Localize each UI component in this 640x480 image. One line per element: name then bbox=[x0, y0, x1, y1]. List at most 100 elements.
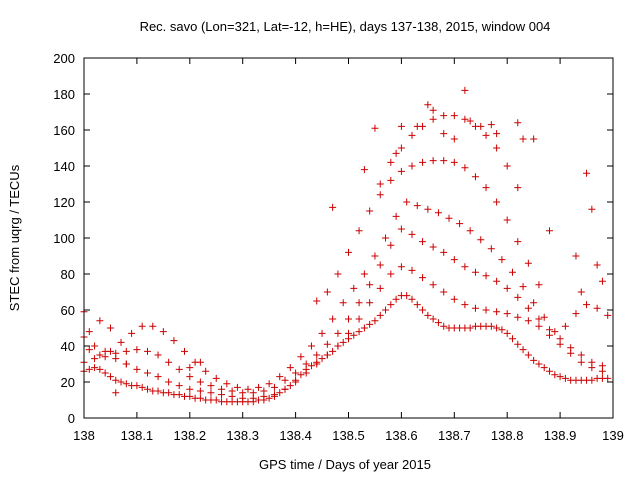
data-point bbox=[196, 378, 204, 386]
data-point bbox=[466, 117, 474, 125]
data-point bbox=[133, 365, 141, 373]
data-point bbox=[207, 389, 215, 397]
data-point bbox=[424, 205, 432, 213]
data-point bbox=[85, 328, 93, 336]
y-tick-label: 180 bbox=[53, 87, 75, 102]
data-point bbox=[551, 371, 559, 379]
data-point bbox=[429, 115, 437, 123]
data-point bbox=[434, 319, 442, 327]
data-point bbox=[561, 374, 569, 382]
data-point bbox=[577, 351, 585, 359]
data-point bbox=[493, 324, 501, 332]
data-point bbox=[276, 373, 284, 381]
data-point bbox=[133, 382, 141, 390]
data-point bbox=[334, 329, 342, 337]
data-point bbox=[551, 328, 559, 336]
data-point bbox=[212, 396, 220, 404]
data-point bbox=[175, 365, 183, 373]
data-point bbox=[292, 378, 300, 386]
data-point bbox=[112, 389, 120, 397]
data-point bbox=[249, 389, 257, 397]
data-point bbox=[196, 358, 204, 366]
data-point bbox=[329, 347, 337, 355]
data-point bbox=[270, 391, 278, 399]
data-point bbox=[397, 122, 405, 130]
data-point bbox=[498, 326, 506, 334]
data-point bbox=[524, 317, 532, 325]
data-point bbox=[503, 216, 511, 224]
data-point bbox=[535, 281, 543, 289]
data-point bbox=[181, 347, 189, 355]
data-point bbox=[270, 383, 278, 391]
data-point bbox=[339, 299, 347, 307]
data-point bbox=[514, 238, 522, 246]
data-point bbox=[255, 383, 263, 391]
data-point bbox=[382, 306, 390, 314]
data-point bbox=[91, 364, 99, 372]
data-point bbox=[122, 347, 130, 355]
data-point bbox=[440, 130, 448, 138]
data-point bbox=[593, 261, 601, 269]
data-point bbox=[471, 173, 479, 181]
data-point bbox=[429, 243, 437, 251]
data-point bbox=[408, 162, 416, 170]
data-point bbox=[540, 364, 548, 372]
data-point bbox=[424, 311, 432, 319]
y-tick-label: 20 bbox=[61, 375, 75, 390]
data-point bbox=[91, 355, 99, 363]
data-point bbox=[482, 306, 490, 314]
data-point bbox=[371, 124, 379, 132]
x-tick-label: 138.1 bbox=[121, 428, 154, 443]
data-point bbox=[514, 293, 522, 301]
data-point bbox=[281, 376, 289, 384]
data-point bbox=[487, 322, 495, 330]
data-point bbox=[561, 322, 569, 330]
data-point bbox=[313, 351, 321, 359]
data-point bbox=[524, 259, 532, 267]
data-point bbox=[318, 329, 326, 337]
data-point bbox=[503, 284, 511, 292]
data-point bbox=[138, 383, 146, 391]
data-point bbox=[477, 236, 485, 244]
x-tick-label: 138.6 bbox=[385, 428, 418, 443]
data-point bbox=[345, 329, 352, 337]
data-point bbox=[519, 346, 527, 354]
data-point bbox=[487, 121, 495, 129]
data-point bbox=[461, 115, 469, 123]
data-point bbox=[186, 364, 194, 372]
data-point bbox=[165, 358, 173, 366]
data-point bbox=[524, 351, 532, 359]
data-point bbox=[572, 252, 580, 260]
data-point bbox=[450, 158, 458, 166]
data-point bbox=[419, 238, 427, 246]
x-tick-label: 138.3 bbox=[226, 428, 259, 443]
y-tick-label: 120 bbox=[53, 195, 75, 210]
data-point bbox=[186, 392, 194, 400]
data-point bbox=[535, 322, 543, 330]
data-point bbox=[345, 315, 352, 323]
data-point bbox=[466, 227, 474, 235]
data-point bbox=[122, 380, 130, 388]
data-point bbox=[376, 284, 384, 292]
y-tick-label: 160 bbox=[53, 123, 75, 138]
data-point bbox=[170, 337, 178, 345]
data-point bbox=[535, 315, 543, 323]
data-point bbox=[471, 268, 479, 276]
data-point bbox=[260, 387, 268, 395]
data-point bbox=[445, 214, 453, 222]
data-point bbox=[387, 270, 395, 278]
data-point bbox=[196, 394, 204, 402]
x-tick-label: 138 bbox=[73, 428, 95, 443]
data-point bbox=[313, 360, 321, 368]
data-point bbox=[387, 301, 395, 309]
data-point bbox=[588, 205, 596, 213]
data-point bbox=[376, 311, 384, 319]
data-point bbox=[577, 288, 585, 296]
data-point bbox=[355, 315, 363, 323]
y-tick-label: 60 bbox=[61, 303, 75, 318]
data-point bbox=[403, 198, 411, 206]
data-point bbox=[413, 202, 421, 210]
data-point bbox=[519, 283, 527, 291]
data-point bbox=[96, 351, 104, 359]
data-point bbox=[101, 369, 109, 377]
